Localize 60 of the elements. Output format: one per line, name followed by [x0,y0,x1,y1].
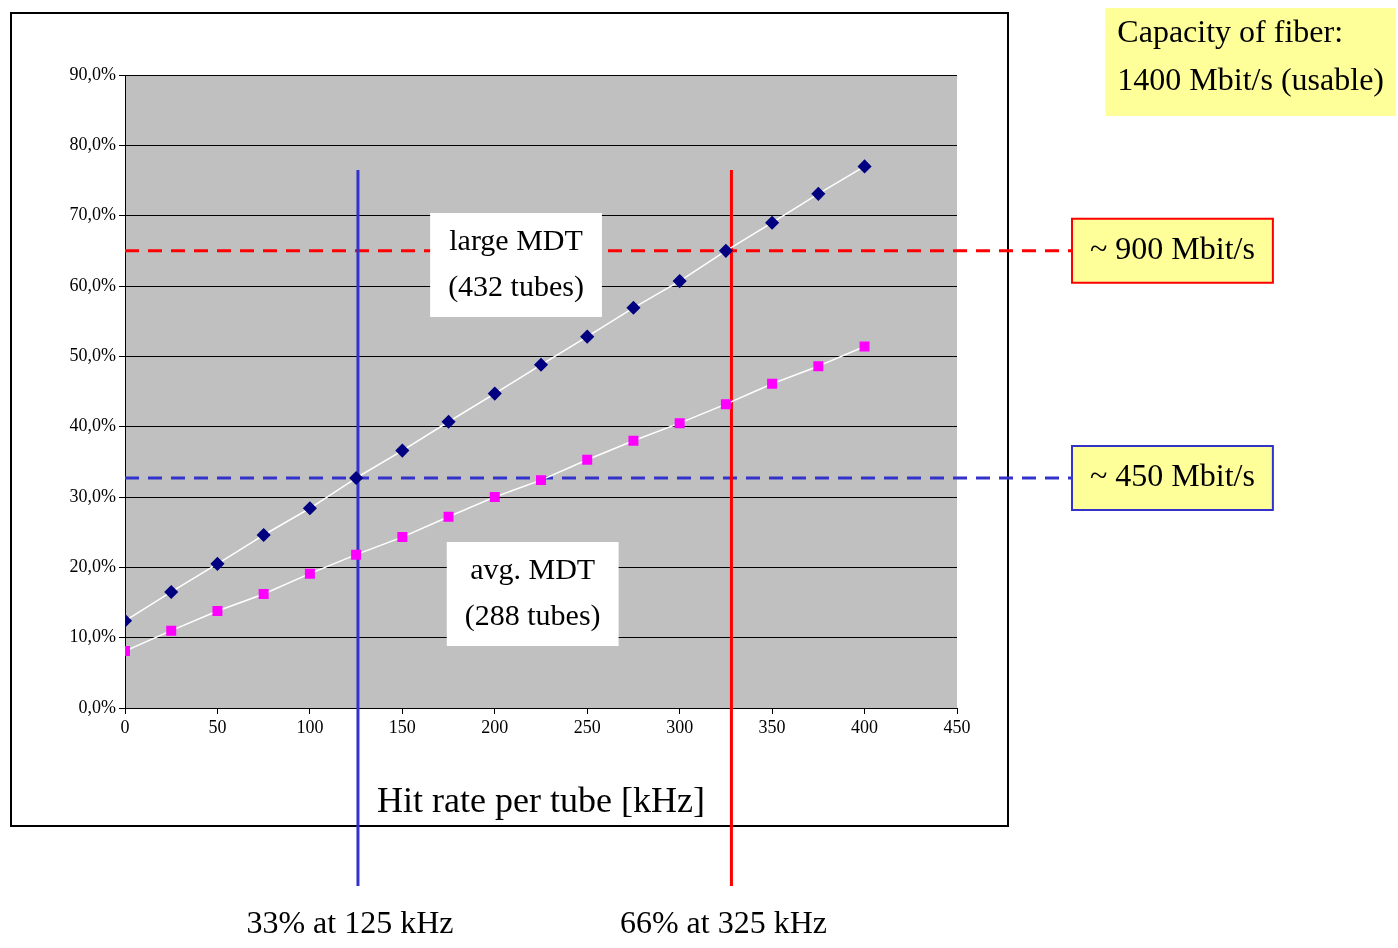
point [767,378,778,389]
point [674,418,685,429]
y-tick-label: 30,0% [69,485,116,506]
point [672,274,687,288]
point [395,443,410,458]
point [397,532,408,543]
ref-line-label: 33% at 125 kHz [246,904,454,941]
x-axis-title: Hit rate per tube [kHz] [377,779,705,820]
x-tick-label: 250 [573,716,601,737]
point [857,159,872,174]
y-tick-label: 50,0% [69,345,116,366]
series-label: large MDT (432 tubes) [448,222,584,303]
point [441,414,456,429]
y-tick-label: 90,0% [69,63,116,84]
x-tick-label: 150 [388,716,416,737]
point [720,399,731,410]
point [580,329,594,344]
point [258,589,269,600]
x-tick-label: 350 [758,716,786,737]
y-tick-label: 20,0% [69,556,116,577]
point [765,215,779,230]
point [256,528,271,542]
x-tick-label: 300 [666,716,694,737]
point [582,454,593,465]
point [489,492,500,502]
y-tick-label: 0,0% [78,696,116,717]
x-tick-label: 450 [943,716,971,737]
x-tick-label: 0 [120,716,130,737]
point [351,549,362,560]
point [212,605,223,616]
point [488,386,502,401]
point [303,501,317,515]
point [349,471,363,485]
point [210,557,225,571]
ref-line-label: 66% at 325 kHz [619,904,827,941]
x-tick-label: 200 [481,716,509,737]
point [534,358,548,372]
y-tick-label: 80,0% [69,134,116,155]
series-label: avg. MDT (288 tubes) [464,551,601,632]
x-tick-label: 400 [851,716,879,737]
point [164,585,178,599]
y-tick-label: 60,0% [69,274,116,295]
point [628,435,639,446]
y-tick-label: 10,0% [69,626,116,647]
point [626,301,641,315]
point [443,511,454,522]
x-tick-label: 100 [296,716,324,737]
ref-line-label: ~ 450 Mbit/s [1090,457,1255,494]
point [719,244,733,258]
y-tick-label: 40,0% [69,415,116,436]
ref-line-label: ~ 900 Mbit/s [1090,230,1255,267]
point [811,187,826,201]
x-tick-label: 50 [208,716,227,737]
point [166,625,177,636]
y-tick-label: 70,0% [69,204,116,225]
point [536,475,546,486]
point [859,341,870,352]
text: Capacity of fiber: 1400 Mbit/s (usable) [1117,13,1384,98]
point [304,568,315,579]
point [813,361,824,372]
